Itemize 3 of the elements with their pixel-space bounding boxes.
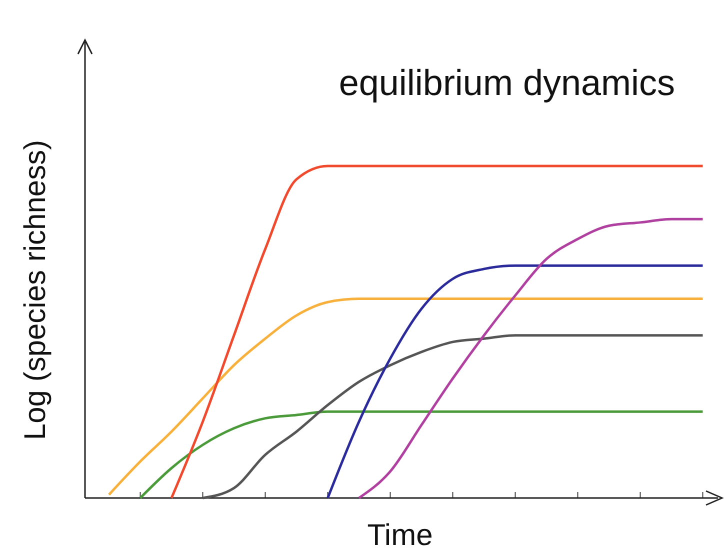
x-axis-title: Time <box>367 519 433 551</box>
chart-title: equilibrium dynamics <box>338 62 675 103</box>
y-axis-title: Log (species richness) <box>19 140 52 440</box>
